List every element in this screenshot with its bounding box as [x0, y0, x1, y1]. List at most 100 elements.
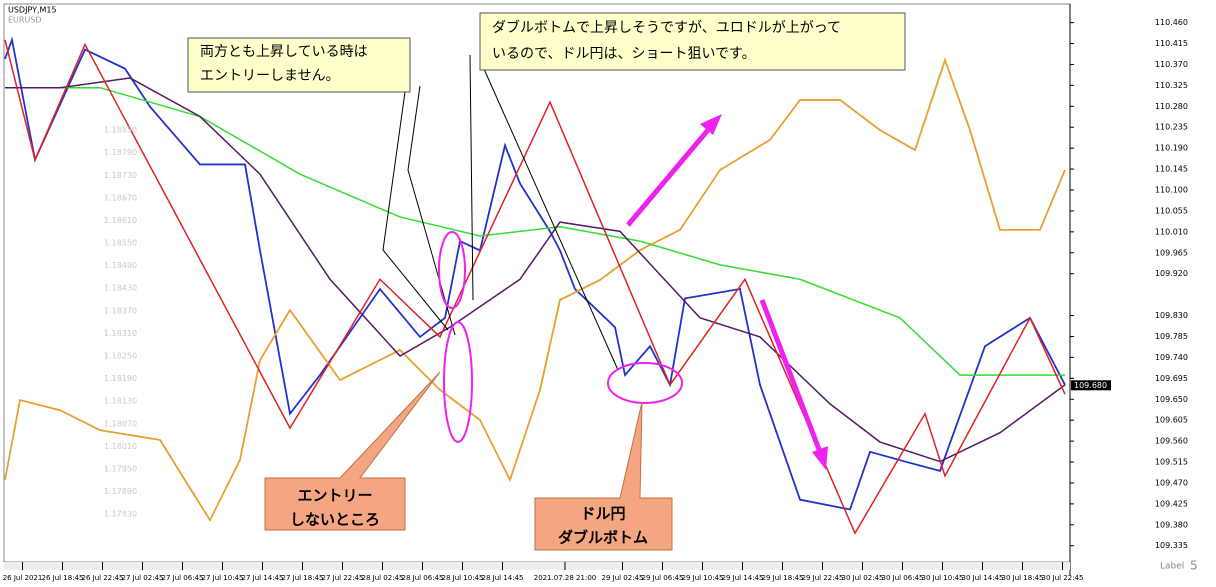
note-box	[479, 12, 906, 71]
y-tick-label: 109.695	[1155, 374, 1188, 383]
annotation-text: エントリー	[297, 487, 372, 505]
y2-tick-label: 1.17950	[104, 464, 137, 473]
y2-tick-label: 1.18490	[104, 261, 137, 270]
arrow	[626, 128, 710, 227]
pointer-line	[479, 59, 619, 371]
callout	[534, 401, 673, 551]
x-tick-label: 27 Jul 22:45	[322, 574, 364, 582]
y-tick-label: 110.100	[1155, 186, 1188, 195]
y2-tick-label: 1.18010	[104, 442, 137, 451]
y2-tick-label: 1.18250	[104, 352, 137, 361]
last-price-label: 109.680	[1074, 381, 1107, 390]
y-tick-label: 110.415	[1155, 39, 1188, 48]
annotation-text: ダブルボトムで上昇しそうですが、ユロドルが上がって	[492, 19, 841, 36]
y-tick-label: 109.830	[1155, 311, 1188, 320]
y-tick-label: 110.145	[1155, 165, 1188, 174]
x-tick-label: 2021.07.28 21:00	[534, 574, 596, 582]
x-tick-label: 29 Jul 22:45	[802, 574, 844, 582]
y-tick-label: 110.010	[1155, 227, 1188, 236]
text-layer: USDJPY,M15 EURUSD Label 5 110.460 110.415…	[3, 6, 1198, 583]
y2-tick-label: 1.17890	[104, 487, 137, 496]
y2-tick-label: 1.18070	[104, 419, 137, 428]
y2-tick-label: 1.18670	[104, 193, 137, 202]
corner-label: Label	[1160, 562, 1184, 572]
annotation-text: しないところ	[290, 511, 380, 529]
annotation-text: 両方とも上昇している時は	[200, 44, 368, 60]
y2-tick-label: 1.18190	[104, 374, 137, 383]
annotation-text: いるので、ドル円は、ショート狙いです。	[492, 46, 756, 62]
x-tick-label: 27 Jul 02:45	[122, 574, 164, 582]
x-tick-label: 30 Jul 06:45	[882, 574, 924, 582]
y2-tick-label: 1.18730	[104, 171, 137, 180]
note-box	[187, 37, 411, 93]
y-tick-label: 109.515	[1155, 458, 1188, 467]
y-tick-label: 110.055	[1155, 206, 1188, 215]
arrow	[759, 299, 823, 453]
y2-tick-label: 1.18370	[104, 306, 137, 315]
y-tick-label: 109.920	[1155, 269, 1188, 278]
y-tick-label: 109.380	[1155, 520, 1188, 529]
annotation-text: ドル円	[580, 505, 625, 523]
x-tick-label: 29 Jul 14:45	[722, 574, 764, 582]
x-tick-label: 29 Jul 06:45	[642, 574, 684, 582]
y2-tick-label: 1.18550	[104, 239, 137, 248]
x-tick-label: 26 Jul 2021	[3, 574, 43, 582]
y2-tick-label: 1.17830	[104, 510, 137, 519]
corner-number: 5	[1190, 559, 1198, 573]
y-tick-label: 110.325	[1155, 81, 1188, 90]
series-layer	[4, 36, 1066, 535]
y2-tick-label: 1.18130	[104, 397, 137, 406]
arrow-head	[700, 114, 722, 135]
y-tick-label: 110.280	[1155, 102, 1188, 111]
y-tick-label: 110.460	[1155, 18, 1188, 27]
series-line	[4, 36, 1066, 511]
x-tick-label: 27 Jul 18:45	[282, 574, 324, 582]
callout	[264, 371, 441, 531]
x-tick-label: 26 Jul 22:45	[82, 574, 124, 582]
y-tick-label: 109.605	[1155, 416, 1188, 425]
annotation-text: ダブルボトム	[558, 529, 648, 547]
x-tick-label: 30 Jul 22:45	[1042, 574, 1084, 582]
y-tick-label: 110.370	[1155, 60, 1188, 69]
annotation-shapes	[187, 12, 906, 551]
y-tick-label: 109.785	[1155, 332, 1188, 341]
series-line	[5, 77, 1066, 463]
x-tick-label: 30 Jul 18:45	[1002, 574, 1044, 582]
sub-symbol-label: EURUSD	[8, 16, 42, 25]
y2-tick-label: 1.18610	[104, 216, 137, 225]
last-price-box	[1071, 380, 1111, 391]
hour-strip	[4, 562, 1070, 570]
x-tick-label: 30 Jul 10:45	[922, 574, 964, 582]
highlight-ellipse	[607, 362, 683, 404]
y-tick-label: 110.190	[1155, 144, 1188, 153]
x-tick-label: 30 Jul 02:45	[842, 574, 884, 582]
y-tick-label: 110.235	[1155, 123, 1188, 132]
series-line	[4, 39, 1066, 535]
y2-tick-label: 1.18850	[104, 126, 137, 135]
x-tick-label: 28 Jul 14:45	[482, 574, 524, 582]
pointer-line	[382, 91, 449, 331]
symbol-label: USDJPY,M15	[8, 6, 57, 15]
y2-tick-label: 1.18310	[104, 329, 137, 338]
arrow-head	[812, 446, 828, 470]
y-tick-label: 109.335	[1155, 541, 1188, 550]
x-tick-label: 26 Jul 18:45	[42, 574, 84, 582]
annotation-text: エントリーしません。	[200, 68, 340, 84]
x-tick-label: 28 Jul 10:45	[442, 574, 484, 582]
x-tick-label: 27 Jul 06:45	[162, 574, 204, 582]
highlight-ellipse	[438, 231, 466, 309]
y2-tick-label: 1.18430	[104, 284, 137, 293]
y-tick-label: 109.650	[1155, 395, 1188, 404]
y-tick-label: 109.740	[1155, 353, 1188, 362]
y-tick-label: 109.425	[1155, 499, 1188, 508]
y-tick-label: 109.470	[1155, 478, 1188, 487]
x-tick-label: 29 Jul 02:45	[602, 574, 644, 582]
pointer-line	[469, 54, 474, 301]
series-line	[4, 57, 1066, 523]
y-tick-label: 109.965	[1155, 248, 1188, 257]
highlight-ellipse	[443, 321, 473, 443]
x-tick-label: 29 Jul 18:45	[762, 574, 804, 582]
x-tick-label: 27 Jul 14:45	[242, 574, 284, 582]
